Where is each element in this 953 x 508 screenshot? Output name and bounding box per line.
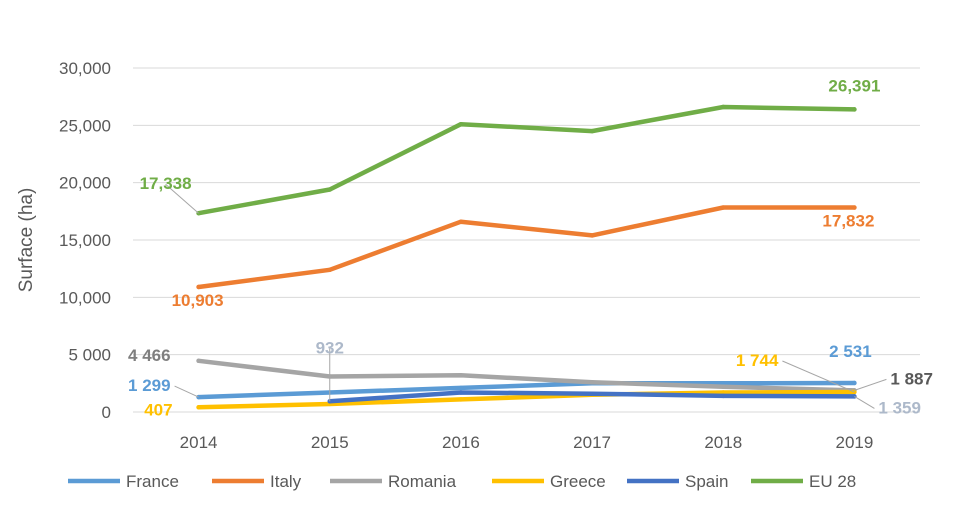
series-lines [196, 104, 857, 410]
legend-label: France [126, 472, 179, 491]
data-label: 17,338 [140, 174, 192, 193]
label-leader-line [165, 183, 199, 214]
data-point [458, 121, 464, 127]
data-label: 10,903 [172, 291, 224, 310]
legend-item-greece: Greece [492, 472, 606, 491]
data-point [589, 128, 595, 134]
legend-label: Italy [270, 472, 302, 491]
y-tick-label: 5 000 [68, 346, 111, 365]
data-point [458, 385, 464, 391]
data-label: 1 359 [878, 398, 921, 417]
data-point [721, 381, 726, 386]
data-point [852, 380, 857, 386]
data-point [589, 233, 595, 238]
label-leader-line [174, 385, 199, 398]
data-point [458, 373, 464, 378]
data-point [458, 219, 464, 224]
legend-item-france: France [68, 472, 179, 491]
data-point [721, 104, 726, 110]
data-point [327, 267, 332, 273]
x-tick-label: 2016 [442, 433, 480, 452]
data-point [458, 397, 464, 402]
data-label: 1 887 [890, 369, 933, 388]
data-point [196, 358, 201, 363]
series-line-italy [196, 205, 857, 290]
series-line-france [196, 380, 857, 400]
legend-item-romania: Romania [330, 472, 457, 491]
legend-label: Spain [685, 472, 728, 491]
x-tick-label: 2018 [704, 433, 742, 452]
data-point [458, 390, 464, 395]
data-labels: 17,338 26,391 10,903 17,832 4 466 1 299 407 932… [128, 76, 933, 419]
data-point [327, 187, 332, 192]
y-axis: 0 5 000 10,000 15,000 20,000 25,000 30,000 [59, 59, 111, 422]
series-line-greece [196, 389, 857, 410]
series-line-eu-28 [196, 104, 857, 216]
y-tick-label: 20,000 [59, 174, 111, 193]
y-tick-label: 30,000 [59, 59, 111, 78]
data-label: 407 [144, 400, 172, 419]
data-point [721, 390, 726, 395]
data-label: 1 299 [128, 376, 171, 395]
label-leader-line [782, 360, 855, 393]
label-leader-line [854, 395, 875, 409]
data-point [721, 384, 726, 389]
label-leader-line [854, 378, 887, 391]
y-tick-label: 15,000 [59, 231, 111, 250]
data-label: 26,391 [828, 76, 880, 95]
data-point [196, 284, 201, 290]
legend-label: Romania [388, 472, 457, 491]
data-point [852, 107, 857, 112]
data-label: 1 744 [736, 351, 779, 370]
y-tick-label: 25,000 [59, 116, 111, 135]
data-label: 932 [316, 338, 344, 357]
y-axis-label: Surface (ha) [16, 188, 37, 293]
x-axis: 2014 2015 2016 2017 2018 2019 [180, 433, 874, 452]
data-point [721, 393, 726, 399]
legend-item-eu-28: EU 28 [751, 472, 856, 491]
x-tick-label: 2019 [836, 433, 874, 452]
gridlines [133, 67, 920, 413]
legend: France Italy Romania Greece Spain EU 28 [68, 472, 856, 491]
legend-label: EU 28 [809, 472, 856, 491]
data-point [196, 405, 201, 410]
legend-item-italy: Italy [212, 472, 302, 491]
legend-item-spain: Spain [627, 472, 728, 491]
data-label: 2 531 [829, 342, 872, 361]
x-tick-label: 2015 [311, 433, 349, 452]
data-label: 17,832 [822, 212, 874, 231]
data-label: 4 466 [128, 346, 171, 365]
x-tick-label: 2014 [180, 433, 218, 452]
data-point [852, 205, 857, 210]
y-tick-label: 0 [102, 403, 111, 422]
legend-label: Greece [550, 472, 606, 491]
series-line-romania [196, 358, 857, 393]
x-tick-label: 2017 [573, 433, 611, 452]
data-point [589, 391, 595, 396]
y-tick-label: 10,000 [59, 288, 111, 307]
data-point [721, 205, 726, 210]
data-point [589, 379, 595, 385]
